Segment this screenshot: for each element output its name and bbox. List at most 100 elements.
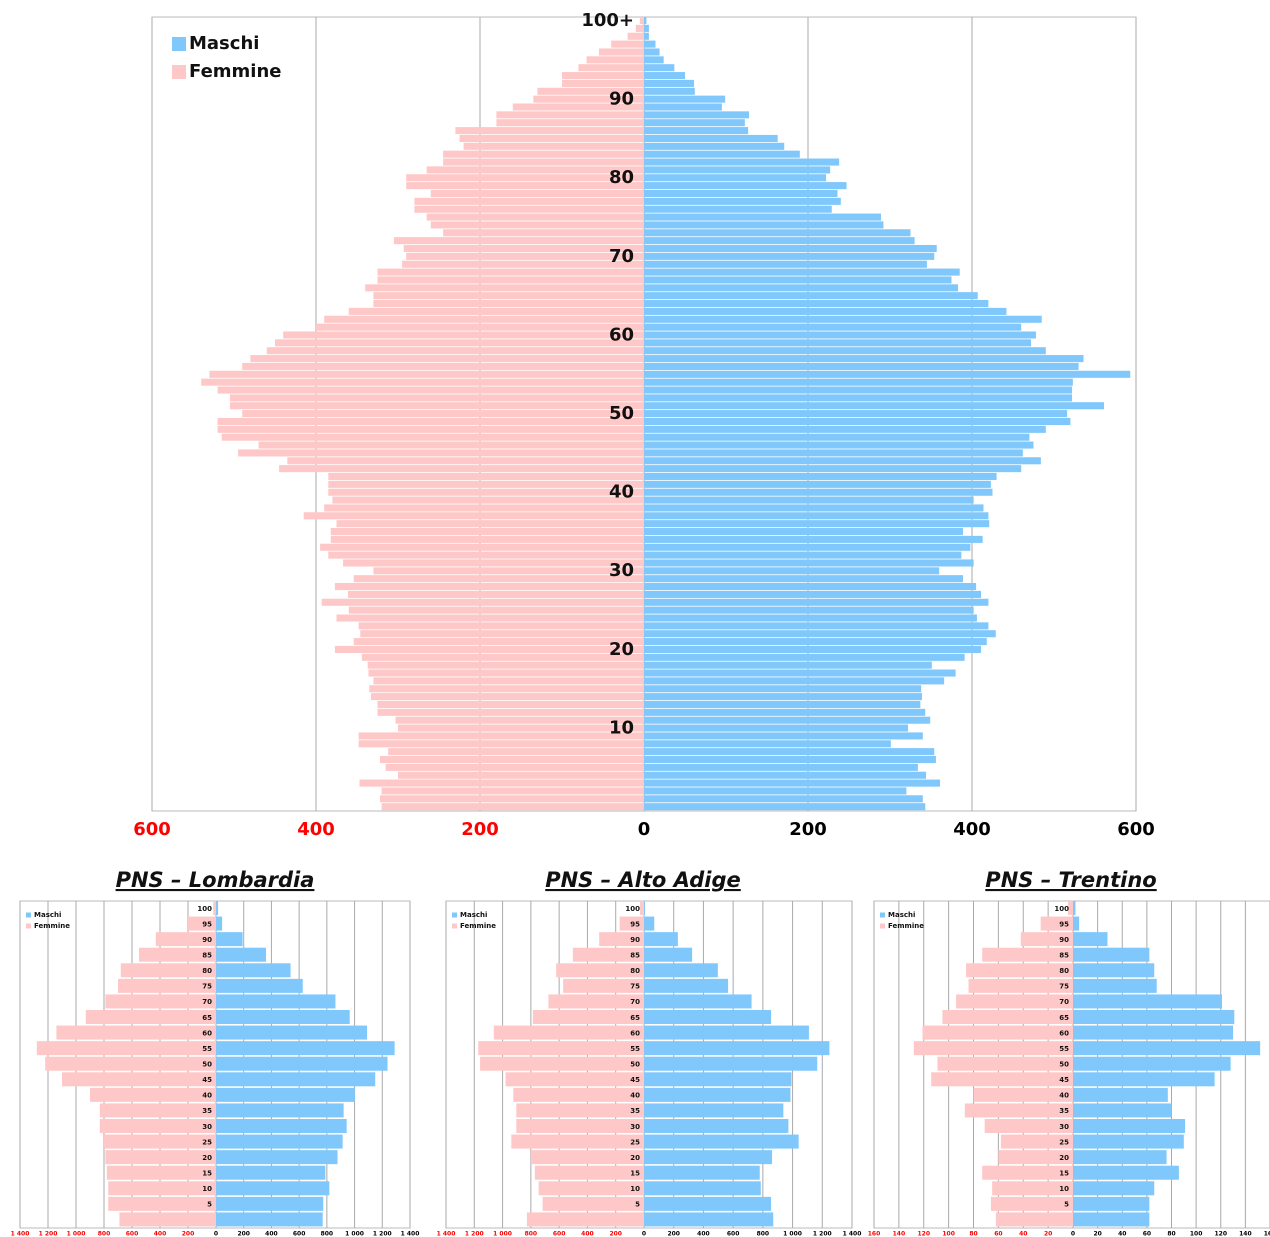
- bar-male: [644, 252, 935, 260]
- bar-male: [644, 685, 922, 693]
- x-tick-label: 1 000: [67, 1231, 86, 1237]
- bar-male: [644, 284, 959, 292]
- x-tick-label: 1 400: [401, 1231, 420, 1237]
- x-tick-label: 200: [461, 819, 499, 840]
- bar-male: [644, 378, 1073, 386]
- bar-female: [406, 182, 644, 190]
- bar-female: [242, 362, 644, 370]
- x-tick-label: 1 000: [783, 1231, 802, 1237]
- bar-male: [644, 370, 1131, 378]
- x-tick-label: 1 200: [465, 1231, 484, 1237]
- bar-female: [238, 449, 644, 457]
- bar-female: [250, 355, 644, 363]
- bar-female: [373, 292, 644, 300]
- bar-female: [336, 614, 644, 622]
- bar-male: [644, 229, 911, 237]
- bar-female: [619, 916, 644, 931]
- age-label: 15: [202, 1170, 212, 1178]
- bar-male: [644, 103, 722, 111]
- bar-female: [443, 229, 644, 237]
- bar-female: [443, 158, 644, 166]
- bar-male: [644, 323, 1022, 331]
- bar-male: [644, 732, 923, 740]
- bar-male: [644, 583, 977, 591]
- age-label: 90: [630, 936, 640, 944]
- bar-female: [982, 947, 1073, 962]
- bar-female: [526, 1212, 644, 1227]
- x-tick-label: 800: [525, 1231, 538, 1237]
- bar-male: [644, 24, 649, 32]
- bar-female: [370, 693, 644, 701]
- age-label: 40: [202, 1092, 212, 1100]
- age-label: 5: [207, 1201, 212, 1209]
- legend-swatch: [26, 923, 31, 929]
- bar-male: [644, 260, 927, 268]
- bar-female: [556, 963, 644, 978]
- bar-male: [644, 559, 974, 567]
- x-tick-label: 140: [893, 1231, 906, 1237]
- age-label: 5: [1064, 1201, 1069, 1209]
- bar-female: [542, 1196, 644, 1211]
- bar-male: [644, 527, 963, 536]
- bar-female: [516, 1103, 644, 1118]
- x-tick-label: 400: [154, 1231, 167, 1237]
- x-tick-label: 160: [868, 1231, 881, 1237]
- bar-female: [426, 213, 644, 221]
- bar-female: [221, 433, 644, 441]
- bar-female: [348, 307, 644, 315]
- bar-male: [644, 197, 841, 205]
- bar-female: [368, 669, 644, 677]
- bar-female: [537, 87, 644, 95]
- age-label: 60: [630, 1029, 640, 1037]
- age-label: 20: [1059, 1154, 1069, 1162]
- bar-female: [381, 803, 644, 811]
- bar-male: [644, 916, 655, 931]
- age-label: 10: [630, 1185, 640, 1193]
- bar-female: [505, 1072, 644, 1087]
- bar-male: [644, 268, 960, 276]
- bar-female: [533, 95, 644, 103]
- age-label: 95: [630, 920, 640, 928]
- bar-female: [108, 1196, 216, 1211]
- legend-swatch: [172, 37, 186, 51]
- age-label: 15: [1059, 1170, 1069, 1178]
- bar-male: [644, 339, 1032, 347]
- age-label: 65: [1059, 1014, 1069, 1022]
- bar-female: [586, 56, 644, 64]
- bar-female: [377, 708, 644, 716]
- bar-female: [578, 64, 644, 72]
- bar-female: [213, 901, 216, 916]
- legend-label: Femmine: [189, 61, 281, 82]
- bar-male: [216, 1150, 338, 1165]
- bar-male: [644, 755, 936, 764]
- age-label: 35: [630, 1107, 640, 1115]
- legend-label: Femmine: [34, 922, 70, 930]
- bar-male: [216, 1212, 323, 1227]
- bar-female: [995, 1212, 1073, 1227]
- bar-female: [398, 771, 644, 779]
- x-tick-label: 200: [667, 1231, 680, 1237]
- x-tick-label: 200: [609, 1231, 622, 1237]
- age-label: 100: [1054, 905, 1069, 913]
- bar-male: [644, 142, 785, 150]
- bar-female: [328, 472, 644, 481]
- bar-female: [373, 300, 644, 308]
- bar-female: [353, 575, 644, 583]
- bar-male: [644, 787, 907, 795]
- age-label: 35: [1059, 1107, 1069, 1115]
- bar-female: [120, 963, 216, 978]
- x-tick-label: 400: [297, 819, 335, 840]
- x-tick-label: 600: [293, 1231, 306, 1237]
- bar-female: [330, 527, 644, 536]
- bar-male: [644, 1041, 830, 1056]
- bar-male: [644, 1150, 773, 1165]
- bar-male: [644, 362, 1079, 370]
- bar-male: [644, 56, 664, 64]
- bar-female: [430, 221, 644, 229]
- bar-female: [913, 1041, 1073, 1056]
- bar-female: [118, 978, 216, 993]
- age-label: 85: [1059, 952, 1069, 960]
- bar-female: [275, 339, 644, 347]
- bar-female: [942, 1010, 1073, 1025]
- bar-female: [516, 1119, 644, 1134]
